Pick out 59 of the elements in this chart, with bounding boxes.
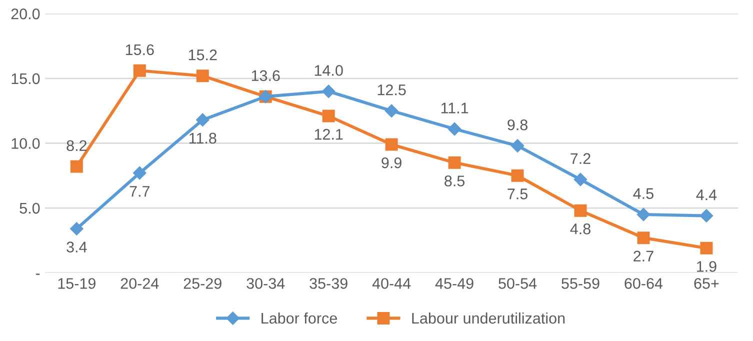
x-tick-label: 50-54 (498, 278, 537, 289)
data-label: 3.4 (66, 242, 87, 252)
point (322, 110, 335, 122)
data-label: 12.5 (378, 84, 406, 96)
data-label: 14.0 (314, 65, 343, 76)
point (70, 222, 84, 236)
data-label: 9.9 (382, 157, 402, 168)
point (384, 104, 398, 118)
y-tick-label: 5.0 (20, 202, 40, 214)
data-label: 15.6 (126, 44, 154, 56)
x-tick-label: 35-39 (310, 278, 348, 289)
point (70, 160, 83, 173)
point (700, 242, 713, 254)
x-tick-label: 25-29 (184, 278, 222, 289)
y-tick-label: - (36, 274, 40, 275)
data-label: 7.7 (130, 186, 150, 197)
point (196, 70, 209, 82)
y-tick-label: 20.0 (11, 8, 40, 20)
legend-label: Labor force (262, 312, 337, 324)
data-label: 11.1 (441, 102, 468, 114)
point (574, 172, 588, 186)
point (133, 166, 146, 180)
data-label: 2.7 (634, 250, 654, 262)
data-label: 12.1 (314, 128, 343, 140)
x-tick-label: 20-24 (120, 278, 159, 289)
point (700, 209, 714, 222)
x-tick-label: 15-19 (58, 278, 96, 289)
data-label: 8.5 (444, 176, 465, 186)
data-label: 7.5 (508, 188, 528, 200)
y-tick-label: 10.0 (12, 138, 40, 149)
data-label: 11.8 (189, 132, 216, 144)
x-tick-label: 40-44 (372, 278, 411, 289)
legend-label: Labour underutilization (412, 312, 565, 324)
y-tick-label: 15.0 (12, 73, 40, 84)
data-label: 4.4 (696, 190, 717, 200)
data-label: 1.9 (697, 261, 716, 272)
point (385, 138, 398, 151)
data-label: 9.8 (508, 119, 528, 130)
x-tick-label: 30-34 (246, 278, 285, 289)
data-label: 4.5 (633, 188, 654, 199)
data-label: 7.2 (570, 153, 590, 164)
point (448, 122, 462, 136)
data-label: 4.8 (570, 224, 590, 234)
x-tick-label: 65+ (694, 278, 719, 289)
x-tick-label: 45-49 (435, 278, 474, 289)
point (511, 169, 524, 182)
point (510, 139, 524, 152)
point (574, 204, 587, 217)
data-label: 13.6 (252, 70, 280, 82)
point (133, 64, 146, 77)
point (637, 232, 650, 244)
data-label: 8.2 (66, 140, 87, 152)
x-tick-label: 60-64 (624, 278, 663, 289)
point (636, 208, 650, 222)
point (448, 156, 461, 169)
point (322, 84, 336, 98)
data-label: 15.2 (188, 50, 217, 60)
point (196, 113, 210, 126)
x-tick-label: 55-59 (562, 278, 600, 289)
